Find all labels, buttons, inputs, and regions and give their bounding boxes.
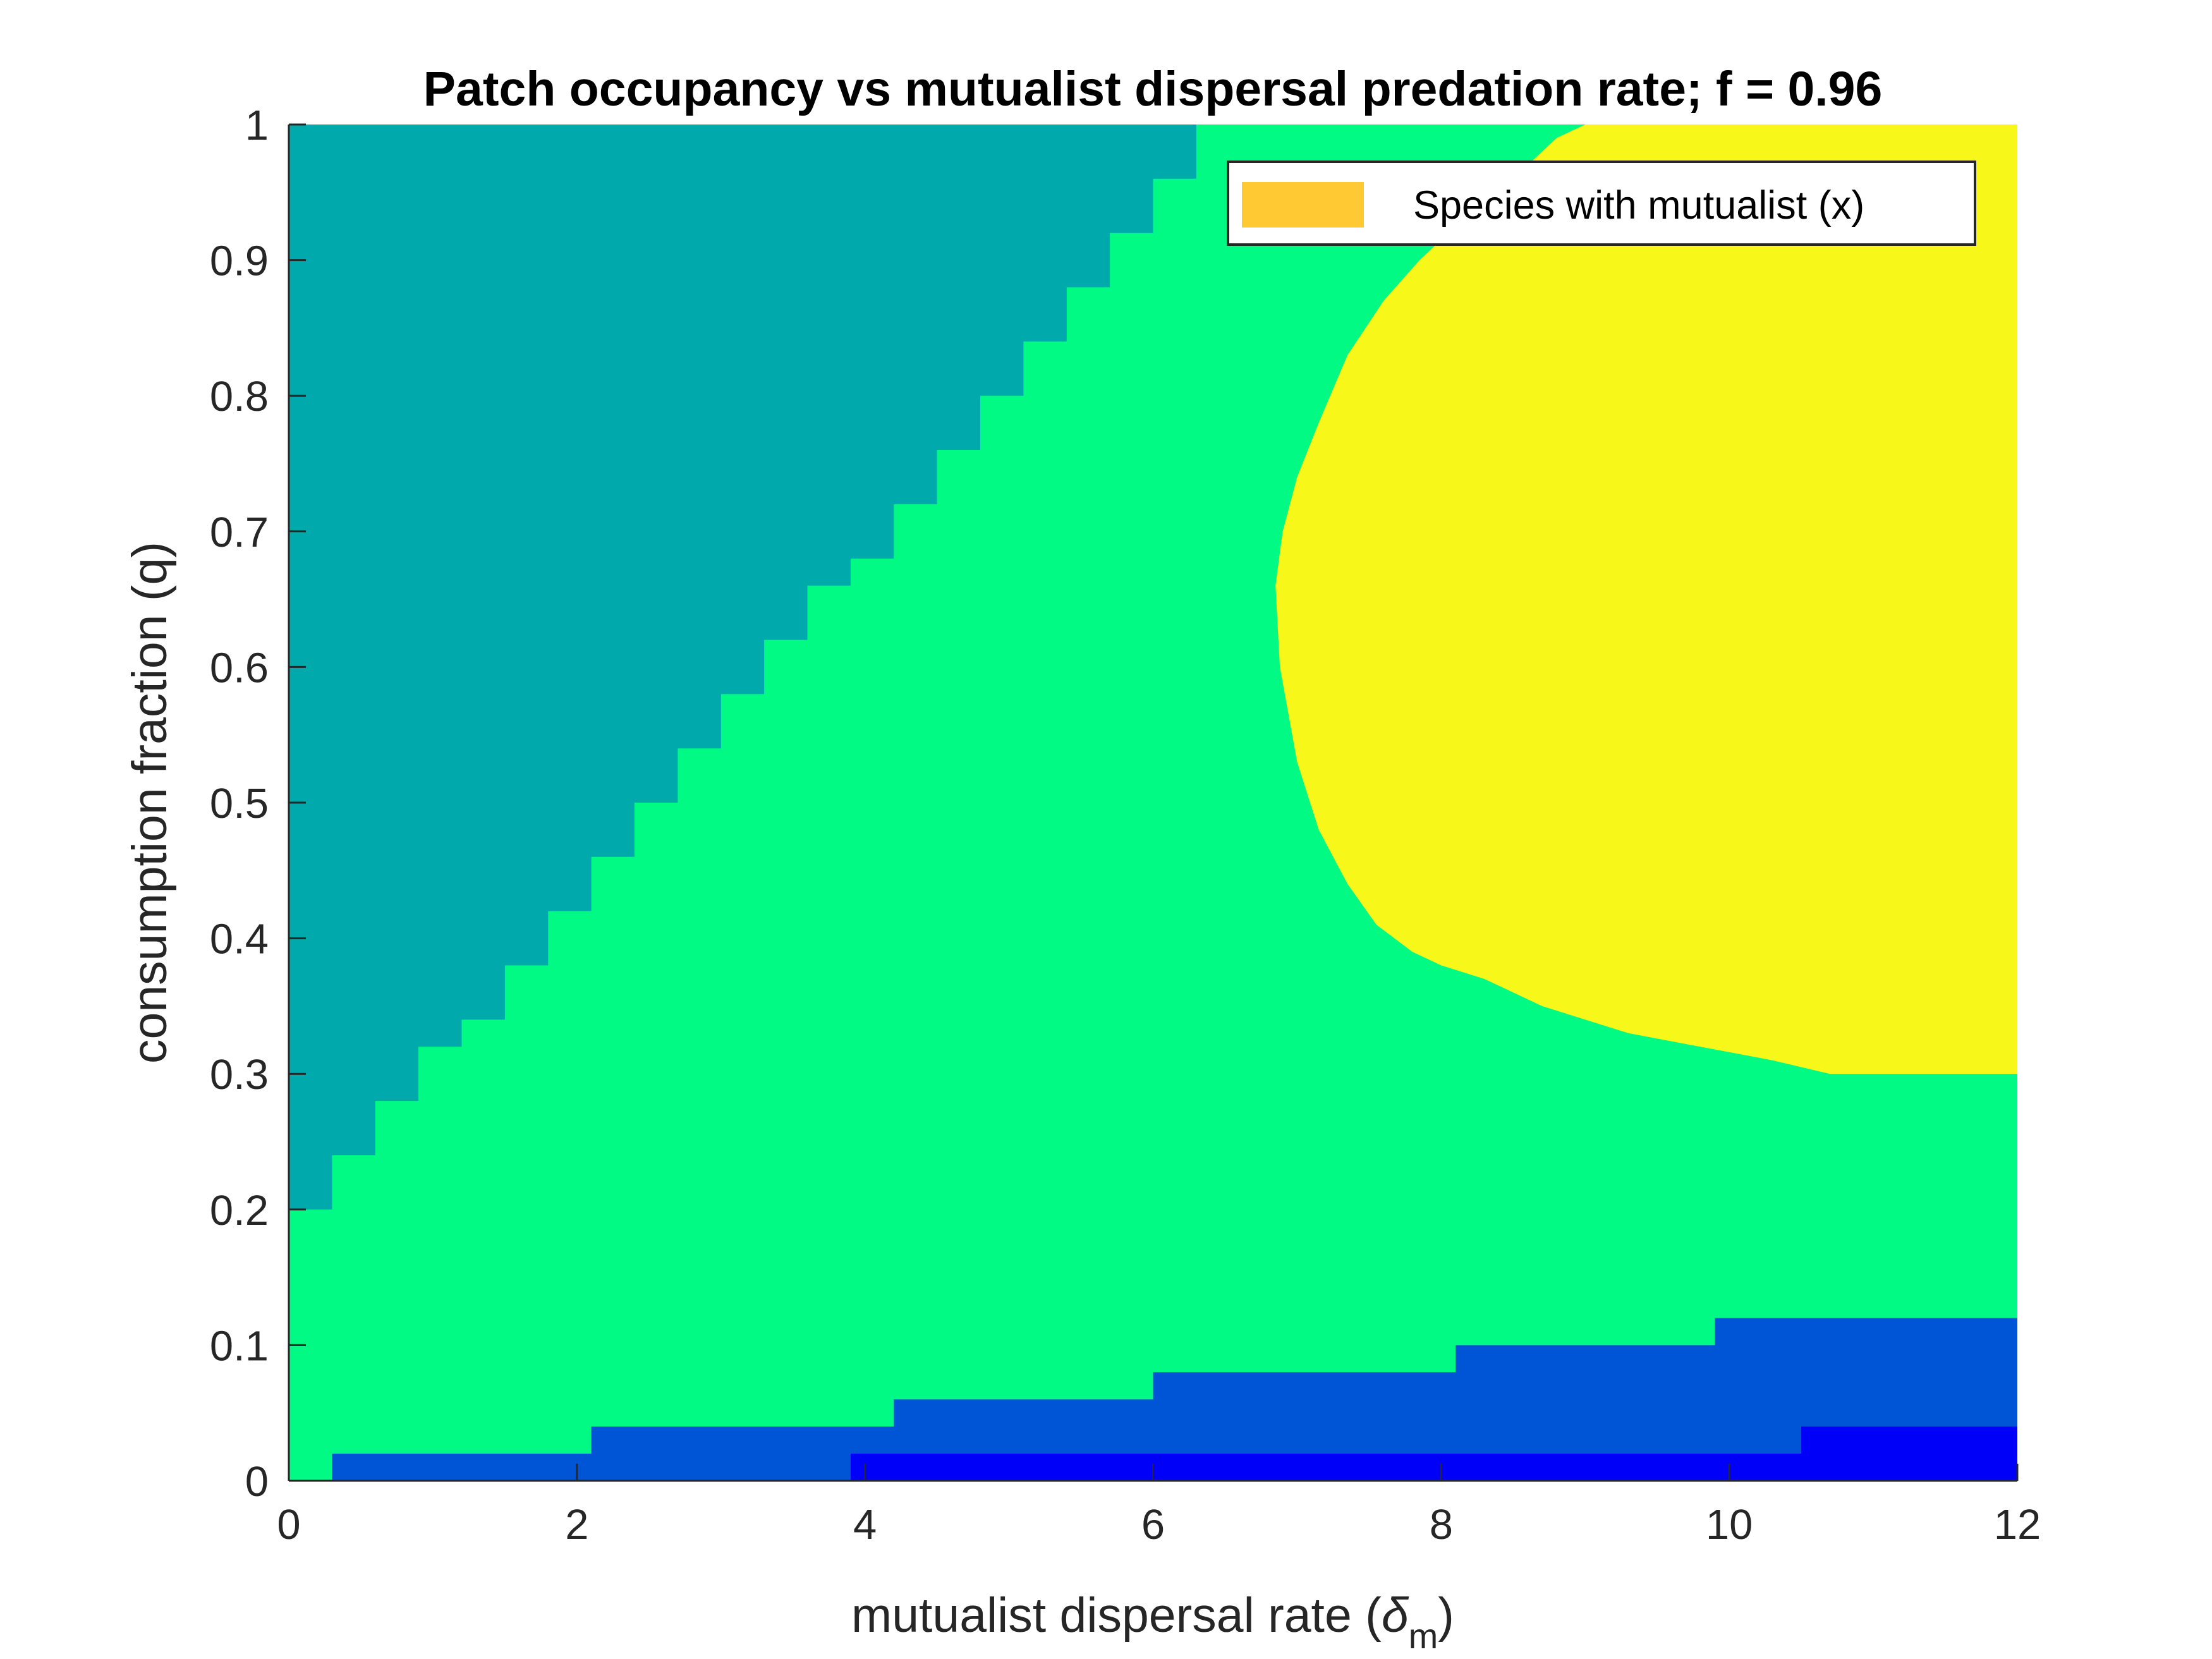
y-tick-label: 0.1	[210, 1322, 269, 1370]
x-tick-label: 10	[1706, 1501, 1753, 1548]
plot-area	[289, 125, 2018, 1481]
y-tick-label: 0.6	[210, 644, 269, 691]
legend-entry-label: Species with mutualist (x)	[1413, 183, 1864, 228]
y-tick-label: 0.2	[210, 1187, 269, 1234]
y-tick-label: 0.7	[210, 509, 269, 556]
ticks-layer: 0 2 4 6 8 10 12 0 0.1 0.2 0.3 0.4 0.5 0.6 0.7 0.8 0.9 1	[210, 102, 2041, 1548]
x-axis-label-symbol: δ	[1382, 1588, 1409, 1643]
x-tick-label: 8	[1430, 1501, 1453, 1548]
y-tick-label: 0.8	[210, 373, 269, 420]
x-axis-label-main: mutualist dispersal rate (	[851, 1588, 1382, 1643]
regions-layer	[289, 125, 2018, 1481]
x-tick-label: 12	[1994, 1501, 2041, 1548]
teal-region	[289, 125, 1196, 1210]
y-tick-label: 0.3	[210, 1051, 269, 1098]
yellow-region	[1275, 125, 2017, 1074]
x-tick-label: 2	[565, 1501, 588, 1548]
y-tick-label: 0.9	[210, 238, 269, 285]
x-tick-label: 0	[277, 1501, 300, 1548]
deep-blue-region	[850, 1426, 2017, 1481]
x-axis-label-subscript: m	[1409, 1616, 1438, 1656]
chart-title: Patch occupancy vs mutualist dispersal p…	[423, 62, 1883, 116]
y-tick-label: 0	[245, 1458, 269, 1505]
x-axis-label: mutualist dispersal rate (δm)	[851, 1588, 1454, 1656]
x-tick-label: 6	[1141, 1501, 1165, 1548]
x-tick-label: 4	[853, 1501, 877, 1548]
y-axis-label: consumption fraction (q)	[123, 542, 177, 1064]
x-axis-label-close: )	[1438, 1588, 1454, 1643]
y-tick-label: 1	[245, 102, 269, 149]
mid-blue-region	[332, 1318, 2018, 1481]
y-tick-label: 0.5	[210, 780, 269, 827]
y-tick-label: 0.4	[210, 916, 269, 963]
legend-swatch	[1242, 182, 1364, 228]
legend: Species with mutualist (x)	[1227, 161, 1976, 246]
